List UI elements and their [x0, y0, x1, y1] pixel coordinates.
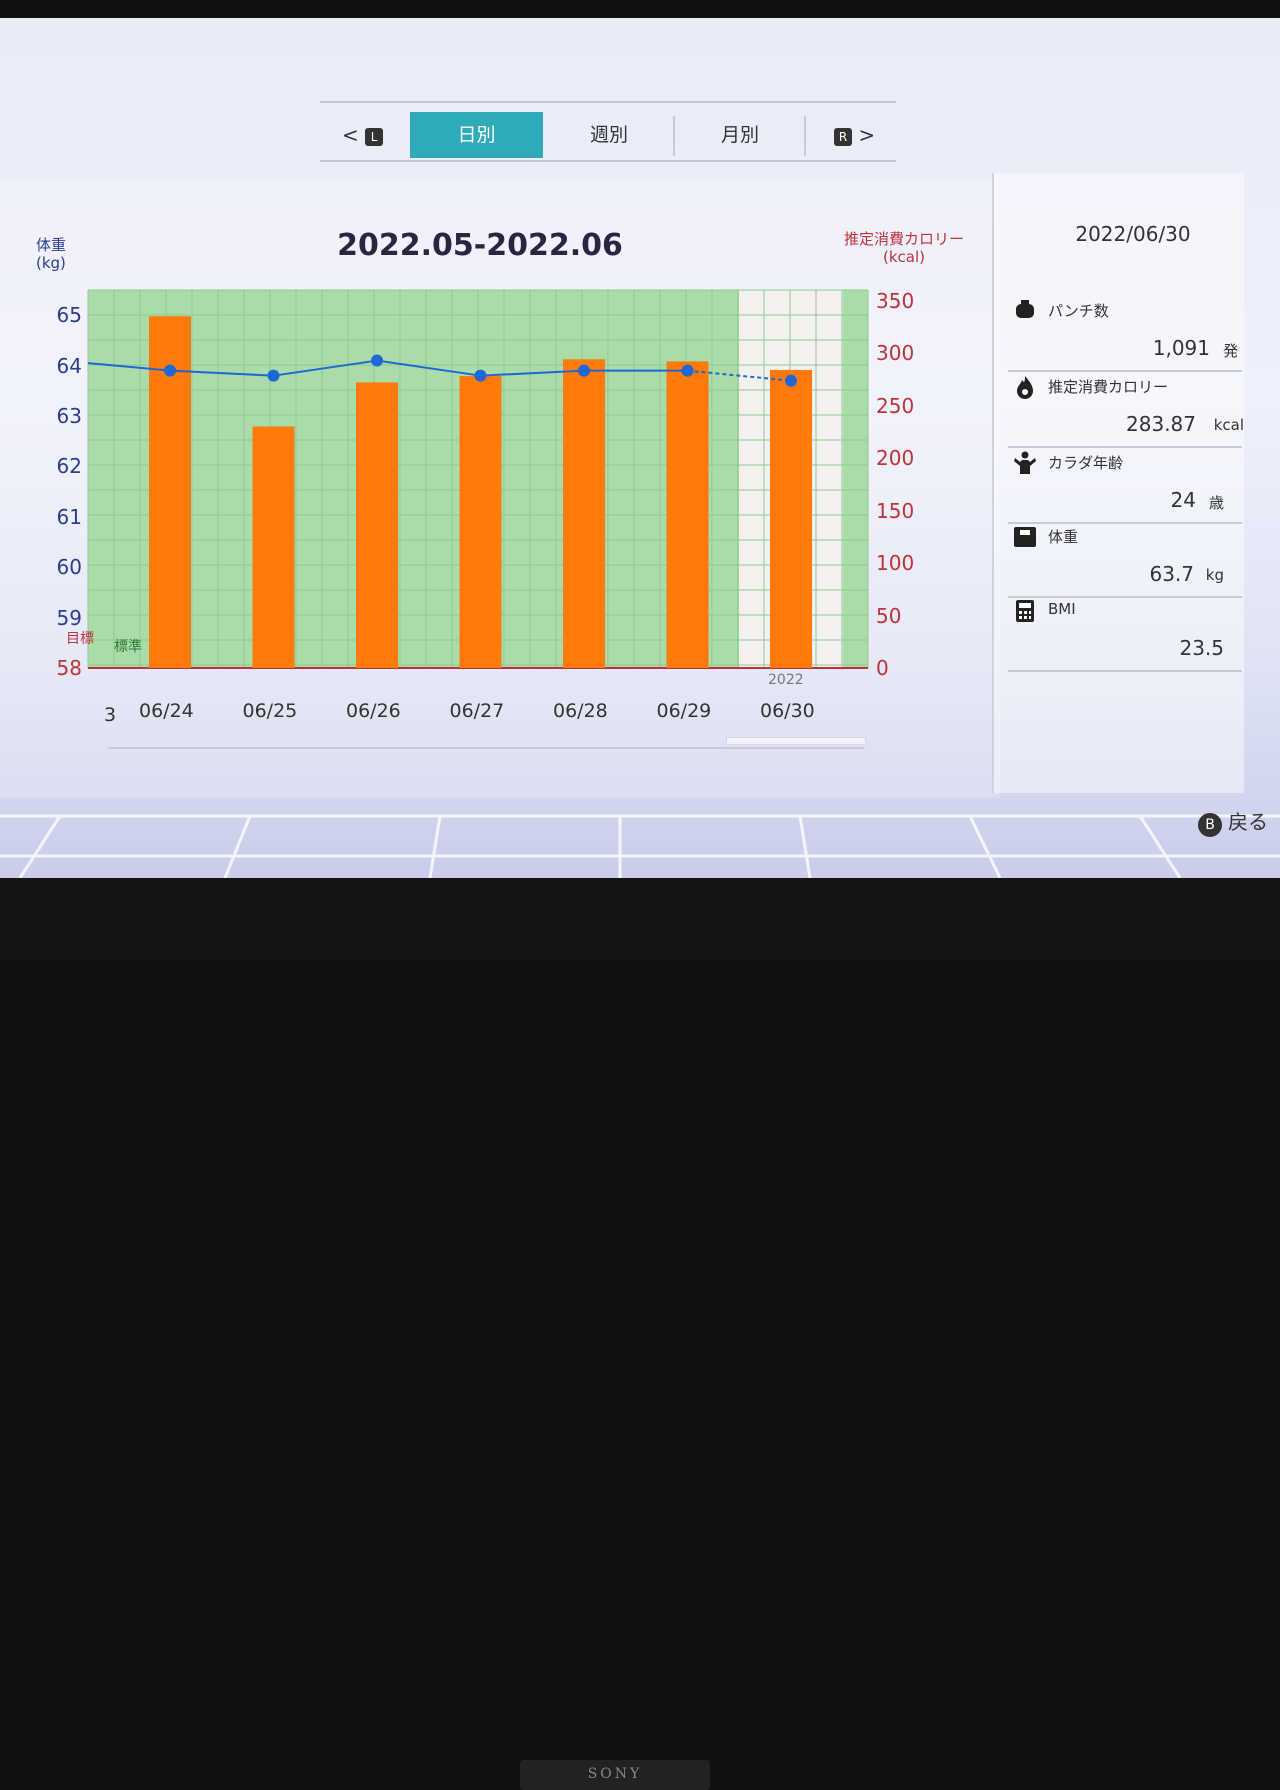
body-age-icon	[1014, 451, 1036, 474]
right-axis-tick: 0	[876, 656, 889, 680]
x-tick-partial: 3	[104, 704, 117, 726]
stat-label: BMI	[1048, 600, 1076, 618]
x-axis-tick: 06/30	[760, 700, 815, 722]
right-axis-tick: 250	[876, 393, 915, 418]
calorie-bar	[252, 426, 295, 668]
scale-icon	[1014, 527, 1036, 547]
right-axis-tick: 150	[876, 498, 915, 523]
stat-unit: 発	[1222, 342, 1238, 360]
stat-unit: 歳	[1208, 494, 1224, 512]
tab-divider	[804, 116, 806, 156]
calorie-bar	[459, 376, 502, 668]
calorie-bar	[356, 382, 398, 668]
punch-bag-icon	[1016, 300, 1034, 318]
left-axis-tick: 60	[56, 555, 82, 580]
summary-date: 2022/06/30	[1075, 222, 1191, 246]
right-axis-title: 推定消費カロリー (kcal)	[843, 230, 964, 266]
right-axis-tick: 100	[876, 551, 915, 575]
summary-panel	[992, 173, 1244, 793]
left-axis-tick: 63	[56, 404, 82, 428]
divider	[1008, 522, 1242, 524]
prev-page-button[interactable]: < L	[342, 122, 384, 148]
stat-label: パンチ数	[1048, 302, 1109, 320]
chart-plot	[87, 289, 869, 669]
weight-point	[681, 364, 694, 377]
chart-scrollbar-thumb[interactable]	[726, 737, 866, 745]
weight-line-segment	[169, 369, 274, 377]
left-axis-tick: 61	[56, 504, 82, 529]
stat-label: 体重	[1048, 528, 1079, 546]
goal-label: 目標	[66, 631, 94, 647]
right-axis-tick: 350	[876, 288, 915, 313]
chevron-left-icon: <	[342, 123, 359, 147]
calculator-icon	[1016, 600, 1034, 622]
tv-stand: SONY	[520, 1760, 710, 1790]
right-axis-tick: 200	[876, 446, 915, 470]
weight-point	[474, 369, 487, 382]
chart-title: 2022.05-2022.06	[337, 228, 623, 263]
year-label: 2022	[768, 672, 804, 688]
left-axis-tick: 64	[56, 353, 82, 378]
calorie-bar	[563, 359, 605, 668]
calorie-bar	[770, 369, 812, 668]
x-axis-tick: 06/26	[346, 700, 401, 722]
tab-bar: < L 日別 週別 月別 R >	[320, 110, 896, 160]
tab-daily[interactable]: 日別	[410, 112, 543, 158]
next-page-button[interactable]: R >	[834, 122, 875, 148]
weight-line-segment	[687, 369, 792, 382]
weight-point	[785, 374, 797, 387]
left-axis-tick: 58	[56, 656, 82, 680]
divider	[1008, 670, 1242, 672]
r-button-icon: R	[834, 127, 852, 146]
stat-label: 推定消費カロリー	[1048, 378, 1169, 396]
stat-unit: kg	[1205, 566, 1224, 584]
tab-weekly[interactable]: 週別	[589, 124, 628, 146]
left-axis-tick: 62	[56, 454, 82, 479]
left-axis-tick: 59	[56, 605, 82, 630]
flame-icon	[1017, 376, 1033, 399]
chart-scrollbar-track[interactable]	[108, 747, 864, 749]
stat-value: 283.87	[1126, 412, 1196, 436]
x-axis-tick: 06/27	[449, 700, 505, 722]
left-axis-title: 体重 (kg)	[36, 236, 67, 272]
tv-brand-logo: SONY	[587, 1766, 643, 1782]
tv-bezel: SONY	[0, 878, 1280, 1790]
weight-line-segment	[376, 359, 481, 377]
stat-value: 23.5	[1179, 636, 1224, 660]
weight-line-segment	[480, 369, 585, 377]
x-axis-tick: 06/24	[139, 700, 194, 722]
tab-bar-top-line	[320, 101, 896, 103]
l-button-icon: L	[365, 127, 384, 146]
weight-point	[164, 364, 176, 377]
tab-divider	[673, 116, 675, 156]
weight-point	[578, 364, 590, 377]
weight-point	[371, 354, 383, 367]
floor-grid	[0, 814, 1280, 878]
tab-bar-bottom-line	[320, 160, 896, 162]
calorie-bar	[666, 361, 709, 668]
left-axis-tick: 65	[56, 303, 82, 328]
right-axis-tick: 300	[876, 341, 915, 365]
weight-point	[267, 369, 280, 382]
stat-value: 24	[1170, 488, 1196, 512]
stat-unit: kcal	[1213, 416, 1244, 434]
back-button[interactable]: B 戻る	[1198, 806, 1268, 837]
back-label: 戻る	[1228, 810, 1268, 834]
chevron-right-icon: >	[858, 123, 876, 147]
x-axis-tick: 06/25	[242, 700, 298, 722]
stat-value: 63.7	[1149, 562, 1194, 586]
b-button-icon: B	[1198, 813, 1222, 837]
stat-label: カラダ年齢	[1048, 454, 1124, 472]
tab-monthly[interactable]: 月別	[720, 124, 759, 146]
weight-line-segment	[87, 362, 171, 372]
divider	[1008, 446, 1242, 448]
right-axis-tick: 50	[876, 603, 902, 628]
x-axis-tick: 06/28	[553, 700, 608, 722]
x-axis-tick: 06/29	[656, 700, 712, 722]
divider	[1008, 596, 1242, 598]
stat-value: 1,091	[1152, 336, 1210, 360]
weight-line-segment	[273, 359, 378, 377]
standard-band-label: 標準	[114, 639, 142, 655]
divider	[1008, 370, 1242, 372]
